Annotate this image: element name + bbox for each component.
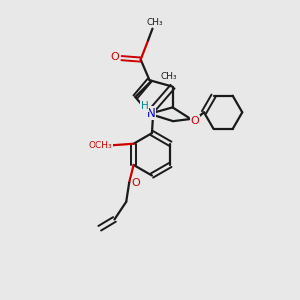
Text: OCH₃: OCH₃ <box>89 141 112 150</box>
Text: O: O <box>111 52 119 61</box>
Text: CH₃: CH₃ <box>161 72 178 81</box>
Text: O: O <box>131 178 140 188</box>
Text: N: N <box>147 107 155 120</box>
Text: O: O <box>191 116 200 126</box>
Text: CH₃: CH₃ <box>146 18 163 27</box>
Text: H: H <box>141 101 148 111</box>
